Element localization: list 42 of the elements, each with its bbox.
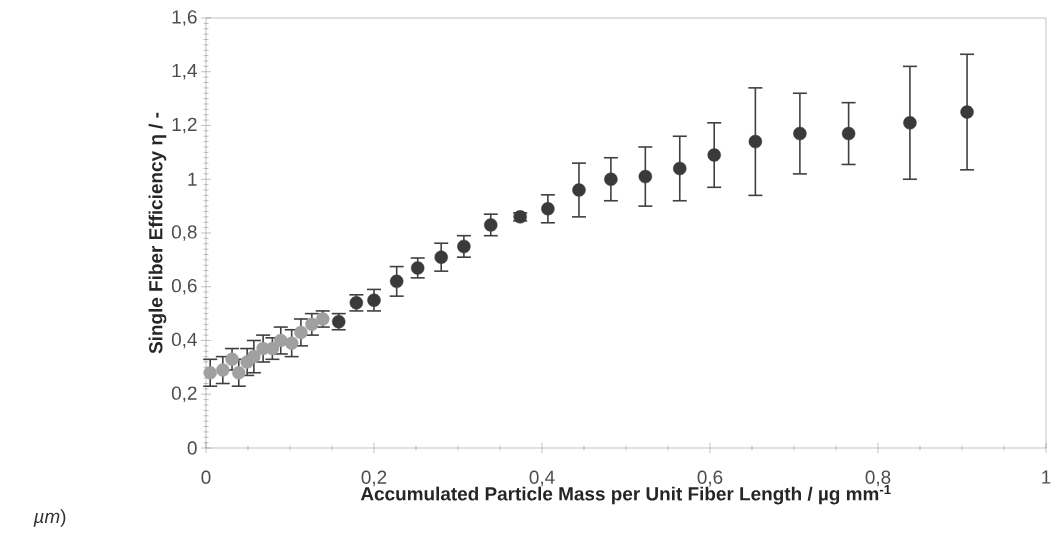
- point: [484, 218, 498, 232]
- x-tick-label: 0,6: [697, 470, 723, 487]
- y-axis-title: Single Fiber Efficiency η / -: [148, 112, 167, 354]
- x-tick-label: 0,2: [361, 470, 387, 487]
- point: [232, 366, 246, 380]
- point: [284, 336, 299, 350]
- y-tick-label: 0,2: [171, 386, 197, 403]
- y-tick-label: 1,4: [172, 64, 197, 80]
- point: [294, 325, 308, 340]
- point: [572, 183, 586, 197]
- point: [216, 363, 230, 377]
- y-tick-label: 1,6: [172, 10, 197, 26]
- point: [410, 261, 425, 275]
- y-tick-label: 0,6: [171, 278, 197, 295]
- point: [793, 126, 807, 141]
- y-tick-label: 0: [187, 441, 197, 455]
- point: [638, 169, 653, 184]
- y-tick-label: 0,8: [171, 225, 197, 241]
- point: [604, 172, 618, 186]
- point: [903, 116, 917, 130]
- x-tick-label: 0: [201, 470, 211, 484]
- x-axis-title: Accumulated Particle Mass per Unit Fiber Length / µg mm$^{-1}$: [360, 485, 891, 505]
- point: [841, 126, 856, 141]
- point: [305, 317, 319, 332]
- point: [457, 239, 471, 254]
- text: µm): [33, 509, 66, 527]
- point: [541, 202, 555, 216]
- x-tick-label: 0,8: [865, 470, 891, 487]
- point: [434, 250, 448, 264]
- point: [203, 366, 217, 380]
- y-tick-label: 0,4: [171, 332, 197, 349]
- x-tick-label: 0,4: [529, 470, 555, 487]
- x-tick-label: 1: [1042, 470, 1051, 484]
- point: [748, 134, 763, 149]
- point: [225, 352, 239, 367]
- point: [367, 293, 381, 307]
- point: [673, 161, 687, 176]
- y-tick-label: 1: [188, 172, 197, 186]
- point: [707, 148, 721, 162]
- y-tick-label: 1,2: [172, 117, 197, 134]
- point: [389, 274, 404, 289]
- point: [960, 105, 974, 119]
